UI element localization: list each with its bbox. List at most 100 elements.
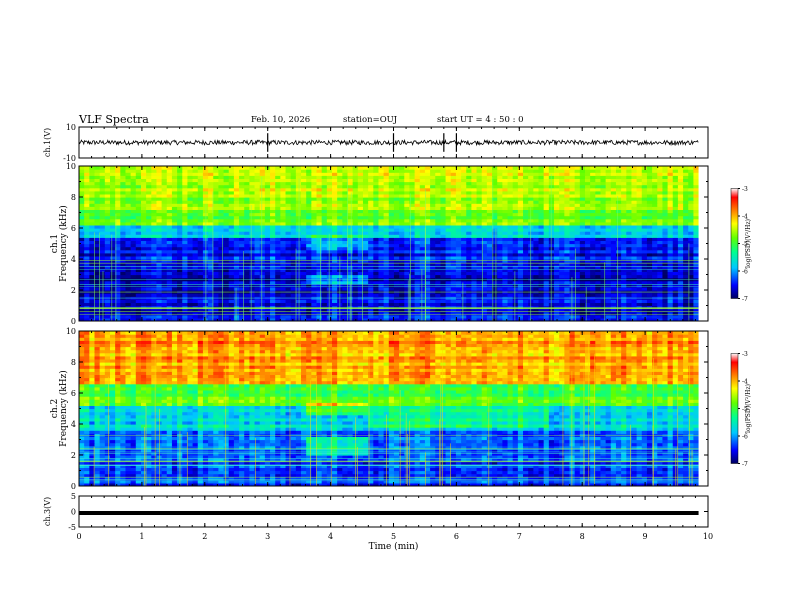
spectro-cell — [228, 252, 235, 257]
spectro-cell — [543, 218, 550, 223]
spectro-cell — [290, 249, 297, 254]
spectro-cell — [347, 240, 354, 245]
spectro-cell — [120, 218, 127, 223]
spectro-cell — [115, 277, 121, 282]
spectro-cell — [626, 249, 633, 254]
spectro-cell — [89, 221, 96, 226]
spectro-cell — [435, 231, 442, 235]
spectro-cell — [208, 246, 214, 251]
spectro-cell — [388, 265, 395, 269]
spectro-cell — [285, 311, 292, 316]
spectro-cell — [166, 302, 173, 307]
spectro-cell — [543, 262, 550, 266]
spectro-cell — [543, 200, 550, 204]
spectro-cell — [435, 193, 442, 198]
spectro-cell — [590, 240, 596, 245]
spectro-cell — [120, 231, 127, 235]
spectro-cell — [399, 240, 405, 245]
spectro-cell — [285, 246, 292, 251]
spectro-cell — [688, 209, 694, 214]
spectro-cell — [461, 262, 467, 266]
spectro-cell — [239, 277, 245, 282]
spectro-cell — [301, 271, 307, 276]
spectro-cell — [435, 302, 442, 307]
spectro-cell — [414, 228, 421, 232]
spectro-cell — [187, 271, 194, 276]
spectro-cell — [533, 277, 540, 282]
spectro-cell — [543, 259, 550, 263]
spectro-cell — [492, 277, 498, 282]
spectro-cell — [244, 286, 250, 291]
spectro-cell — [156, 215, 163, 220]
spectro-cell — [667, 218, 674, 223]
spectro-cell — [120, 293, 127, 297]
spectro-cell — [140, 234, 147, 238]
spectro-cell — [161, 265, 168, 269]
spectro-cell — [115, 243, 121, 248]
spectro-cell — [306, 190, 312, 195]
spectro-cell — [146, 240, 152, 245]
spectro-cell — [476, 311, 483, 316]
spectro-cell — [290, 231, 297, 235]
spectro-cell — [182, 252, 189, 257]
spectro-cell — [646, 274, 653, 279]
spectro-cell — [688, 280, 694, 285]
spectro-cell — [424, 259, 431, 263]
spectro-cell — [347, 274, 354, 279]
spectro-cell — [94, 190, 101, 195]
spectro-cell — [533, 252, 540, 257]
spectro-cell — [264, 302, 271, 307]
spectro-cell — [140, 228, 147, 232]
spectro-cell — [646, 228, 653, 232]
spectro-cell — [94, 206, 101, 210]
spectro-cell — [543, 209, 550, 214]
spectro-cell — [146, 218, 152, 223]
spectro-cell — [239, 206, 245, 210]
spectro-cell — [512, 234, 519, 238]
spectro-cell — [554, 237, 560, 241]
spectro-cell — [362, 228, 369, 232]
spectro-cell — [156, 274, 163, 279]
spectro-cell — [347, 193, 354, 198]
spectro-cell — [331, 268, 338, 272]
spectro-cell — [688, 206, 694, 210]
spectro-cell — [99, 255, 106, 260]
spectro-cell — [244, 249, 250, 254]
spectro-cell — [419, 268, 426, 272]
spectro-cell — [440, 249, 447, 254]
spectro-cell — [337, 203, 343, 207]
spectro-cell — [275, 302, 281, 307]
spectro-cell — [161, 274, 168, 279]
spectro-cell — [564, 302, 571, 307]
spectro-cell — [125, 280, 132, 285]
spectro-cell — [564, 280, 571, 285]
spectro-cell — [94, 274, 101, 279]
spectro-cell — [301, 190, 307, 195]
spectro-cell — [683, 293, 689, 297]
spectro-cell — [197, 283, 204, 288]
spectro-cell — [208, 193, 214, 198]
spectro-cell — [218, 252, 225, 257]
spectro-cell — [285, 286, 292, 291]
spectro-cell — [192, 265, 199, 269]
spectro-cell — [445, 265, 452, 269]
spectro-cell — [543, 302, 550, 307]
spectro-cell — [523, 224, 529, 229]
spectro-cell — [311, 262, 318, 266]
spectro-cell — [130, 249, 137, 254]
spectro-cell — [146, 302, 152, 307]
spectro-cell — [208, 234, 214, 238]
spectro-cell — [120, 308, 127, 313]
spectro-cell — [502, 268, 509, 272]
spectro-cell — [259, 193, 266, 198]
spectro-cell — [130, 243, 137, 248]
spectro-cell — [104, 203, 111, 207]
spectro-cell — [615, 240, 622, 245]
spectro-cell — [646, 271, 653, 276]
spectro-cell — [631, 212, 638, 217]
spectro-cell — [481, 237, 488, 241]
spectro-cell — [688, 193, 694, 198]
spectro-cell — [259, 302, 266, 307]
spectro-cell — [569, 237, 576, 241]
spectro-cell — [595, 249, 602, 254]
